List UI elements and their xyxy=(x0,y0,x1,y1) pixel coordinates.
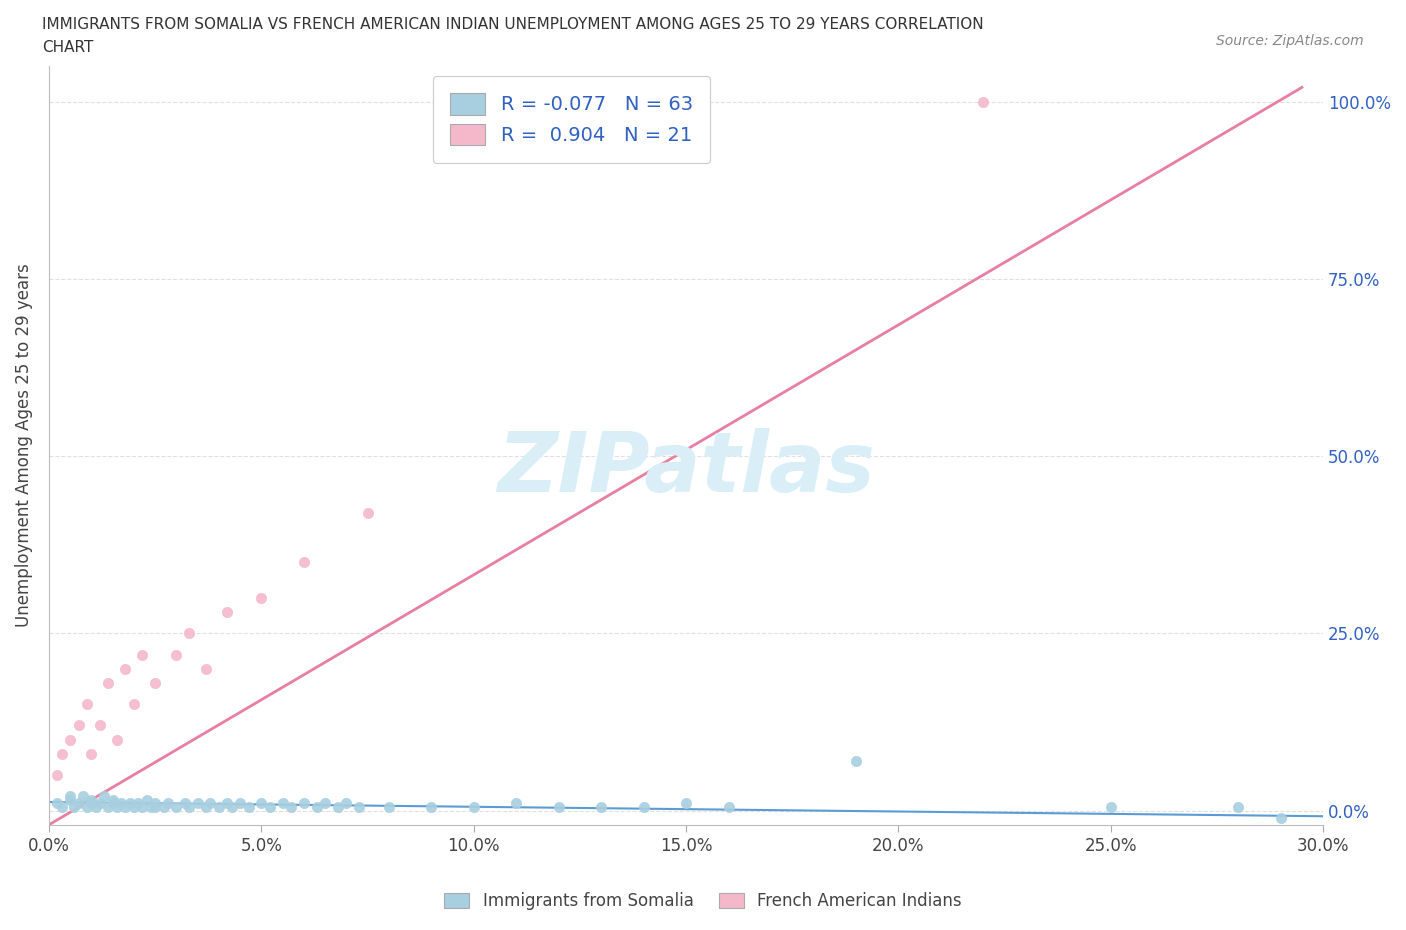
Point xyxy=(305,800,328,815)
Point xyxy=(972,94,994,109)
Point xyxy=(463,800,485,815)
Point xyxy=(80,792,103,807)
Point xyxy=(93,789,115,804)
Point xyxy=(97,675,120,690)
Point xyxy=(292,796,315,811)
Point xyxy=(114,661,136,676)
Point xyxy=(114,800,136,815)
Point xyxy=(250,796,273,811)
Text: IMMIGRANTS FROM SOMALIA VS FRENCH AMERICAN INDIAN UNEMPLOYMENT AMONG AGES 25 TO : IMMIGRANTS FROM SOMALIA VS FRENCH AMERIC… xyxy=(42,17,984,32)
Legend: Immigrants from Somalia, French American Indians: Immigrants from Somalia, French American… xyxy=(437,885,969,917)
Point xyxy=(84,800,107,815)
Point xyxy=(59,792,82,807)
Point xyxy=(259,800,281,815)
Point xyxy=(127,796,149,811)
Point xyxy=(1270,810,1292,825)
Point xyxy=(326,800,349,815)
Point xyxy=(122,800,145,815)
Point xyxy=(271,796,294,811)
Point xyxy=(1099,800,1122,815)
Point xyxy=(131,800,153,815)
Point xyxy=(80,796,103,811)
Point xyxy=(165,647,187,662)
Point xyxy=(377,800,399,815)
Point xyxy=(131,647,153,662)
Point xyxy=(143,675,166,690)
Point xyxy=(845,753,868,768)
Point xyxy=(195,661,218,676)
Point xyxy=(51,747,73,762)
Text: Source: ZipAtlas.com: Source: ZipAtlas.com xyxy=(1216,34,1364,48)
Point xyxy=(179,626,201,641)
Point xyxy=(152,800,174,815)
Point xyxy=(280,800,302,815)
Point xyxy=(101,792,124,807)
Point xyxy=(314,796,336,811)
Point xyxy=(122,697,145,711)
Point xyxy=(101,796,124,811)
Point xyxy=(221,800,243,815)
Point xyxy=(165,800,187,815)
Point xyxy=(1227,800,1250,815)
Point xyxy=(217,604,239,619)
Text: CHART: CHART xyxy=(42,40,94,55)
Point xyxy=(179,800,201,815)
Point xyxy=(143,800,166,815)
Point xyxy=(292,555,315,570)
Point xyxy=(76,800,98,815)
Point xyxy=(591,800,613,815)
Point xyxy=(200,796,222,811)
Point xyxy=(97,800,120,815)
Point xyxy=(89,718,111,733)
Point xyxy=(420,800,443,815)
Point xyxy=(250,591,273,605)
Point xyxy=(356,505,378,520)
Point xyxy=(208,800,231,815)
Point xyxy=(46,796,69,811)
Point xyxy=(675,796,697,811)
Point xyxy=(51,800,73,815)
Legend: R = -0.077   N = 63, R =  0.904   N = 21: R = -0.077 N = 63, R = 0.904 N = 21 xyxy=(433,76,710,163)
Point xyxy=(80,747,103,762)
Point xyxy=(118,796,141,811)
Point xyxy=(229,796,252,811)
Point xyxy=(173,796,195,811)
Point xyxy=(67,718,90,733)
Point xyxy=(238,800,260,815)
Point xyxy=(547,800,569,815)
Point xyxy=(105,732,128,747)
Point xyxy=(105,800,128,815)
Point xyxy=(110,796,132,811)
Point xyxy=(633,800,655,815)
Point xyxy=(46,767,69,782)
Point xyxy=(143,796,166,811)
Point xyxy=(135,792,157,807)
Point xyxy=(76,697,98,711)
Text: ZIPatlas: ZIPatlas xyxy=(498,428,875,509)
Point xyxy=(717,800,740,815)
Point xyxy=(156,796,179,811)
Point xyxy=(217,796,239,811)
Point xyxy=(187,796,209,811)
Point xyxy=(59,789,82,804)
Point xyxy=(505,796,527,811)
Point xyxy=(72,789,94,804)
Point xyxy=(347,800,370,815)
Point xyxy=(139,800,162,815)
Point xyxy=(89,796,111,811)
Point xyxy=(195,800,218,815)
Point xyxy=(335,796,357,811)
Point xyxy=(59,732,82,747)
Y-axis label: Unemployment Among Ages 25 to 29 years: Unemployment Among Ages 25 to 29 years xyxy=(15,263,32,628)
Point xyxy=(67,796,90,811)
Point xyxy=(63,800,86,815)
